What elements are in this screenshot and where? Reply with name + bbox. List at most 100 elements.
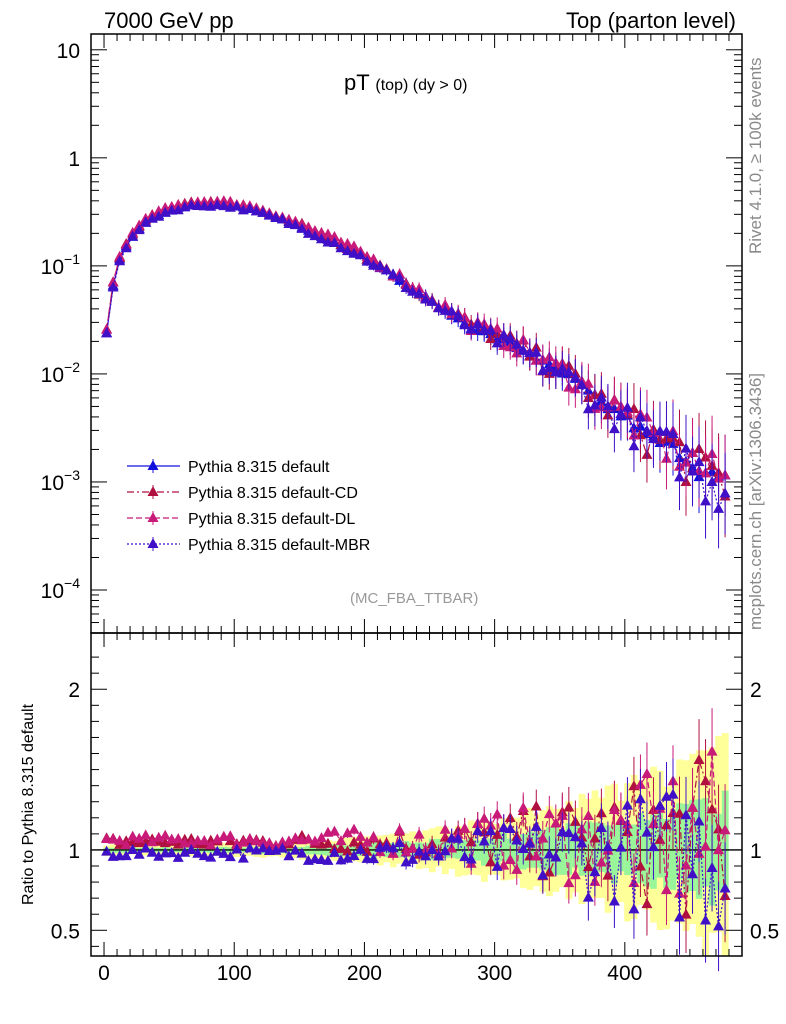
ratio-point (224, 830, 236, 841)
data-point (485, 324, 497, 335)
ratio-band-green (493, 837, 501, 866)
data-point (263, 209, 275, 220)
ratio-point (563, 827, 575, 838)
data-point (589, 399, 601, 410)
data-point (706, 476, 718, 487)
ratio-point (674, 807, 686, 818)
ratio-point (276, 842, 288, 853)
data-point (335, 242, 347, 253)
y-tick-label: 1 (68, 148, 80, 171)
x-tick-label: 300 (477, 962, 512, 985)
legend-marker (147, 460, 159, 470)
ratio-point (550, 851, 562, 862)
ratio-point (309, 853, 321, 864)
data-point (693, 456, 705, 467)
ratio-point (700, 914, 712, 925)
data-point (309, 230, 321, 241)
ratio-point (341, 852, 353, 863)
ratio-point (348, 850, 360, 861)
data-point (296, 222, 308, 233)
ratio-point (491, 808, 503, 819)
data-point (127, 230, 139, 241)
x-tick-label: 0 (98, 962, 110, 985)
ratio-point (341, 845, 353, 856)
ratio-point (485, 825, 497, 836)
data-point (680, 442, 692, 453)
legend-marker (147, 538, 159, 548)
data-point (608, 423, 620, 434)
ratio-point (394, 824, 406, 835)
legend: Pythia 8.315 default Pythia 8.315 default… (127, 459, 370, 554)
data-point (107, 281, 119, 292)
data-point (700, 495, 712, 506)
data-point (302, 221, 314, 232)
ratio-point (608, 803, 620, 814)
watermark: (MC_FBA_TTBAR) (350, 590, 479, 607)
legend-label: Pythia 8.315 default-MBR (188, 537, 370, 554)
ratio-point (472, 825, 484, 836)
ratio-tick-label-right: 0.5 (750, 920, 779, 943)
ratio-point (361, 836, 373, 847)
ratio-point (498, 821, 510, 832)
data-point (361, 255, 373, 266)
ratio-point (289, 844, 301, 855)
ratio-point (713, 844, 725, 855)
ratio-point (185, 843, 197, 854)
ratio-point (309, 835, 321, 846)
data-point (667, 427, 679, 438)
ratio-point (133, 832, 145, 843)
ratio-point (328, 825, 340, 836)
ratio-point (381, 840, 393, 851)
data-point (107, 276, 119, 287)
data-point (328, 230, 340, 241)
ratio-tick-label-left: 1 (68, 840, 80, 863)
ratio-point (647, 841, 659, 852)
ratio-point (660, 884, 672, 895)
legend-marker (147, 486, 159, 496)
ratio-point (517, 842, 529, 853)
ratio-band-green (324, 846, 332, 856)
data-point (687, 465, 699, 476)
data-point (250, 205, 262, 216)
header-right: Top (parton level) (566, 8, 736, 33)
data-point (407, 285, 419, 296)
ratio-point (641, 826, 653, 837)
ratio-point (166, 847, 178, 858)
ratio-point (465, 853, 477, 864)
ratio-point (654, 799, 666, 810)
ratio-point (478, 835, 490, 846)
ratio-point (211, 845, 223, 856)
data-point (387, 268, 399, 279)
ratio-point (289, 832, 301, 843)
ratio-point (504, 823, 516, 834)
ratio-tick-label-left: 0.5 (51, 920, 80, 943)
data-point (368, 253, 380, 264)
legend-label: Pythia 8.315 default (188, 459, 330, 476)
data-point (465, 323, 477, 334)
ratio-point (244, 842, 256, 853)
ratio-point (335, 835, 347, 846)
ratio-tick-label-left: 2 (68, 679, 80, 702)
ratio-point (511, 863, 523, 874)
ratio-point (478, 812, 490, 823)
ratio-point (315, 854, 327, 865)
ratio-point (420, 850, 432, 861)
ratio-point (400, 856, 412, 867)
data-point (602, 400, 614, 411)
ratio-point (433, 850, 445, 861)
ratio-point (413, 845, 425, 856)
ratio-point (335, 842, 347, 853)
x-tick-label: 400 (607, 962, 642, 985)
ratio-point (641, 768, 653, 779)
data-point (608, 394, 620, 405)
ratio-point (133, 848, 145, 859)
chart-title-main: pT (344, 70, 370, 95)
data-point (537, 364, 549, 375)
data-point (348, 240, 360, 251)
ratio-point (621, 799, 633, 810)
data-point (569, 371, 581, 382)
legend-label: Pythia 8.315 default-CD (188, 485, 358, 502)
data-point (244, 202, 256, 213)
ratio-point (511, 834, 523, 845)
data-point (550, 366, 562, 377)
